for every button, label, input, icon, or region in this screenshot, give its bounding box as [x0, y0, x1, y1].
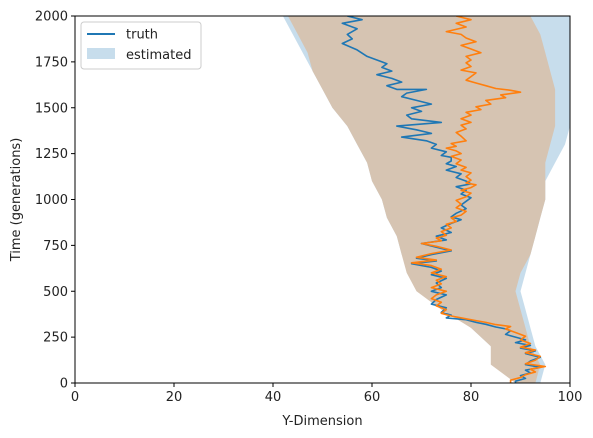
legend: truth estimated	[80, 21, 202, 70]
x-axis-title: Y-Dimension	[281, 414, 362, 429]
legend-truth-label: truth	[126, 28, 158, 43]
series-line-layer	[341, 16, 547, 383]
y-axis-ticks: 0 250 500 750 1000 1250 1500 1750 2000	[35, 10, 75, 392]
x-tick-label: 40	[265, 390, 282, 405]
y-tick-label: 1250	[35, 147, 68, 162]
estimated-band-layer	[282, 16, 570, 383]
y-tick-label: 0	[60, 377, 68, 392]
y-tick-label: 500	[43, 285, 68, 300]
y-tick-label: 1000	[35, 193, 68, 208]
x-tick-label: 60	[364, 390, 381, 405]
y-tick-label: 750	[43, 239, 68, 254]
x-tick-label: 100	[558, 390, 583, 405]
x-tick-label: 0	[71, 390, 79, 405]
x-tick-label: 20	[166, 390, 183, 405]
y-tick-label: 1750	[35, 55, 68, 70]
x-axis-ticks: 0 20 40 60 80 100	[71, 383, 583, 405]
y-tick-label: 2000	[35, 10, 68, 25]
estimated-band-orange	[287, 16, 556, 383]
truth-line	[341, 16, 542, 383]
legend-estimated-swatch	[87, 48, 115, 59]
trajectory-line-orange	[410, 16, 547, 383]
legend-estimated-label: estimated	[126, 48, 191, 63]
x-tick-label: 80	[463, 390, 480, 405]
y-axis-title: Time (generations)	[9, 138, 24, 263]
y-tick-label: 1500	[35, 101, 68, 116]
y-tick-label: 250	[43, 331, 68, 346]
